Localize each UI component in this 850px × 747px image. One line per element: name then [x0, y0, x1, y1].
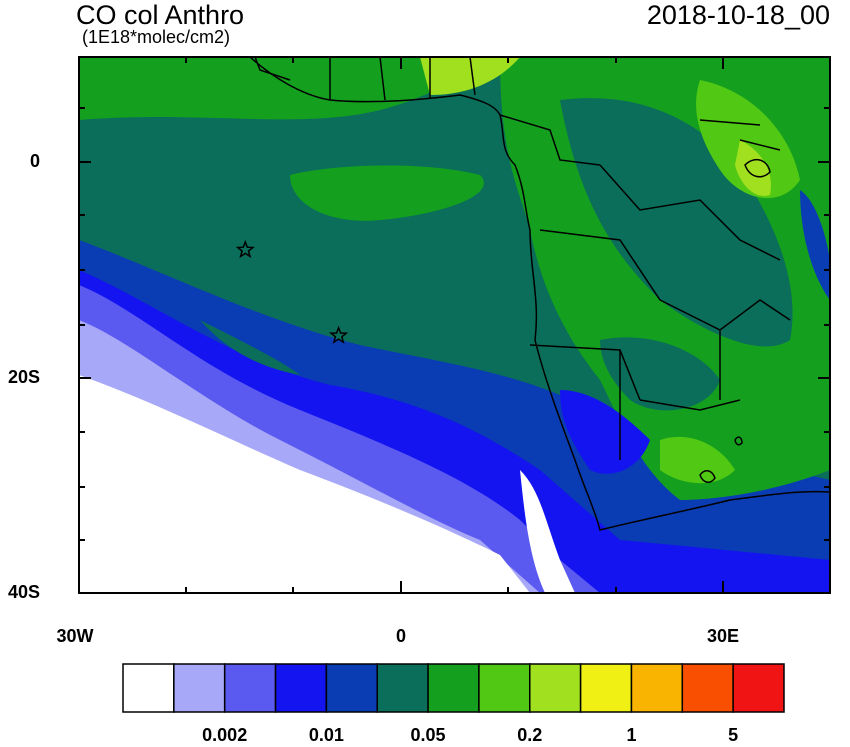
- site-markers: [235, 239, 349, 344]
- colorbar-swatch: [427, 663, 480, 713]
- map-title: CO col Anthro: [76, 0, 245, 30]
- lon-label-30w: 30W: [56, 626, 94, 646]
- colorbar-swatch: [579, 663, 633, 713]
- colorbar-label: 0.01: [308, 725, 344, 745]
- lon-label-0: 0: [395, 626, 406, 646]
- colorbar-label: 5: [728, 725, 739, 745]
- colorbar-swatch: [478, 663, 531, 713]
- colorbar-swatch: [122, 663, 175, 713]
- colorbar-swatch: [274, 663, 328, 713]
- lat-label-20s: 20S: [7, 367, 40, 387]
- colorbar-swatch: [681, 663, 734, 713]
- colorbar-label: 0.2: [517, 725, 543, 745]
- lon-label-30e: 30E: [706, 626, 740, 646]
- axis-ticks: [78, 56, 831, 594]
- lat-label-0: 0: [29, 151, 40, 171]
- colorbar-label: 0.05: [410, 725, 446, 745]
- colorbar-swatch: [173, 663, 226, 713]
- colorbar-swatch: [223, 663, 277, 713]
- colorbar-swatch: [529, 663, 582, 713]
- colorbar-label: 0.002: [202, 725, 248, 745]
- lat-label-40s: 40S: [7, 582, 40, 602]
- colorbar: [122, 663, 785, 713]
- colorbar-label: 1: [626, 725, 637, 745]
- site-star: [235, 239, 255, 259]
- colorbar-swatch: [325, 663, 378, 713]
- colorbar-swatch: [732, 663, 785, 713]
- colorbar-swatch: [630, 663, 684, 713]
- coastlines: [249, 57, 830, 531]
- map-timestamp: 2018-10-18_00: [646, 0, 830, 30]
- map-units: (1E18*molec/cm2): [82, 27, 231, 47]
- site-star: [328, 325, 349, 344]
- colorbar-swatch: [376, 663, 429, 713]
- co-concentration-field: [79, 57, 830, 593]
